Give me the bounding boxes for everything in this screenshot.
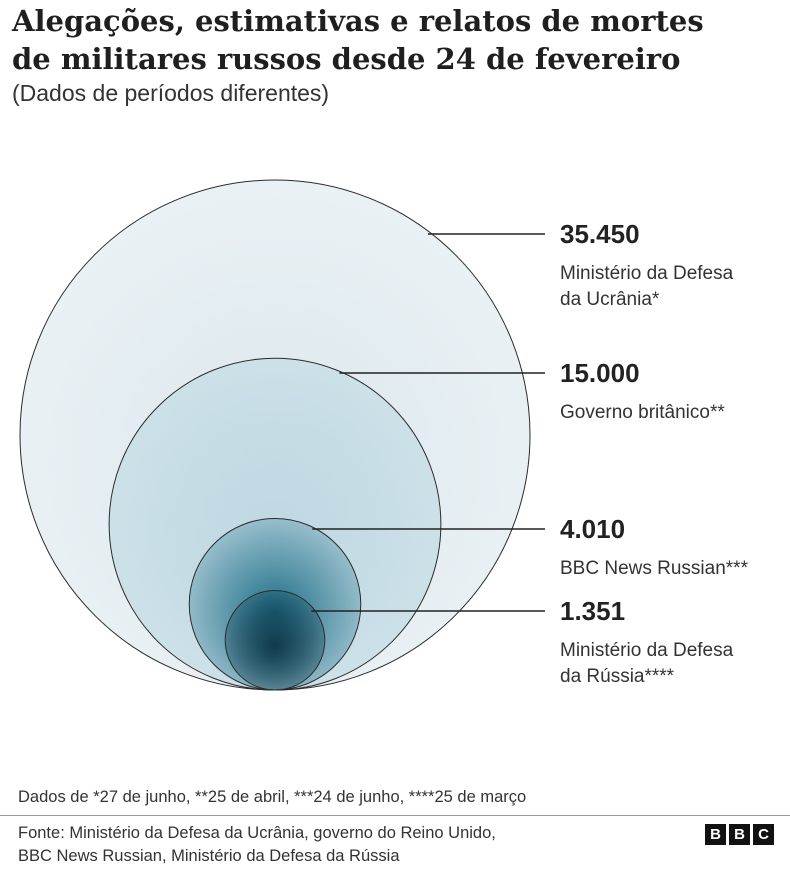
footer-divider [0, 815, 790, 816]
source-note: Fonte: Ministério da Defesa da Ucrânia, … [18, 822, 658, 868]
label-layer: 35.450 Ministério da Defesa da Ucrânia* 15.… [560, 219, 749, 687]
nested-circle-chart: 35.450 Ministério da Defesa da Ucrânia* 15.… [19, 179, 749, 691]
circle-mark [224, 589, 326, 691]
leader-line-layer [311, 233, 545, 612]
chart-title-line2: de militares russos desde 24 de fevereir… [12, 42, 681, 76]
circle-layer [19, 179, 531, 691]
series-label: da Rússia**** [560, 666, 675, 687]
chart-title-line1: Alegações, estimativas e relatos de mort… [12, 4, 704, 38]
series-label: Governo britânico** [560, 402, 725, 423]
logo-letter: B [729, 824, 750, 845]
chart-subtitle: (Dados de períodos diferentes) [12, 80, 330, 106]
logo-letter: C [753, 824, 774, 845]
series-label: Ministério da Defesa [560, 640, 734, 661]
series-label: Ministério da Defesa [560, 263, 734, 284]
series-label: da Ucrânia* [560, 289, 660, 310]
source-line2: BBC News Russian, Ministério da Defesa d… [18, 847, 400, 865]
value-label: 35.450 [560, 219, 640, 249]
logo-letter: B [705, 824, 726, 845]
value-label: 15.000 [560, 358, 640, 388]
date-footnote: Dados de *27 de junho, **25 de abril, **… [18, 788, 527, 806]
value-label: 1.351 [560, 596, 625, 626]
source-line1: Fonte: Ministério da Defesa da Ucrânia, … [18, 824, 496, 842]
series-label: BBC News Russian*** [560, 558, 749, 579]
chart-title: Alegações, estimativas e relatos de mort… [12, 2, 782, 78]
bbc-logo: B B C [705, 824, 774, 845]
value-label: 4.010 [560, 514, 625, 544]
